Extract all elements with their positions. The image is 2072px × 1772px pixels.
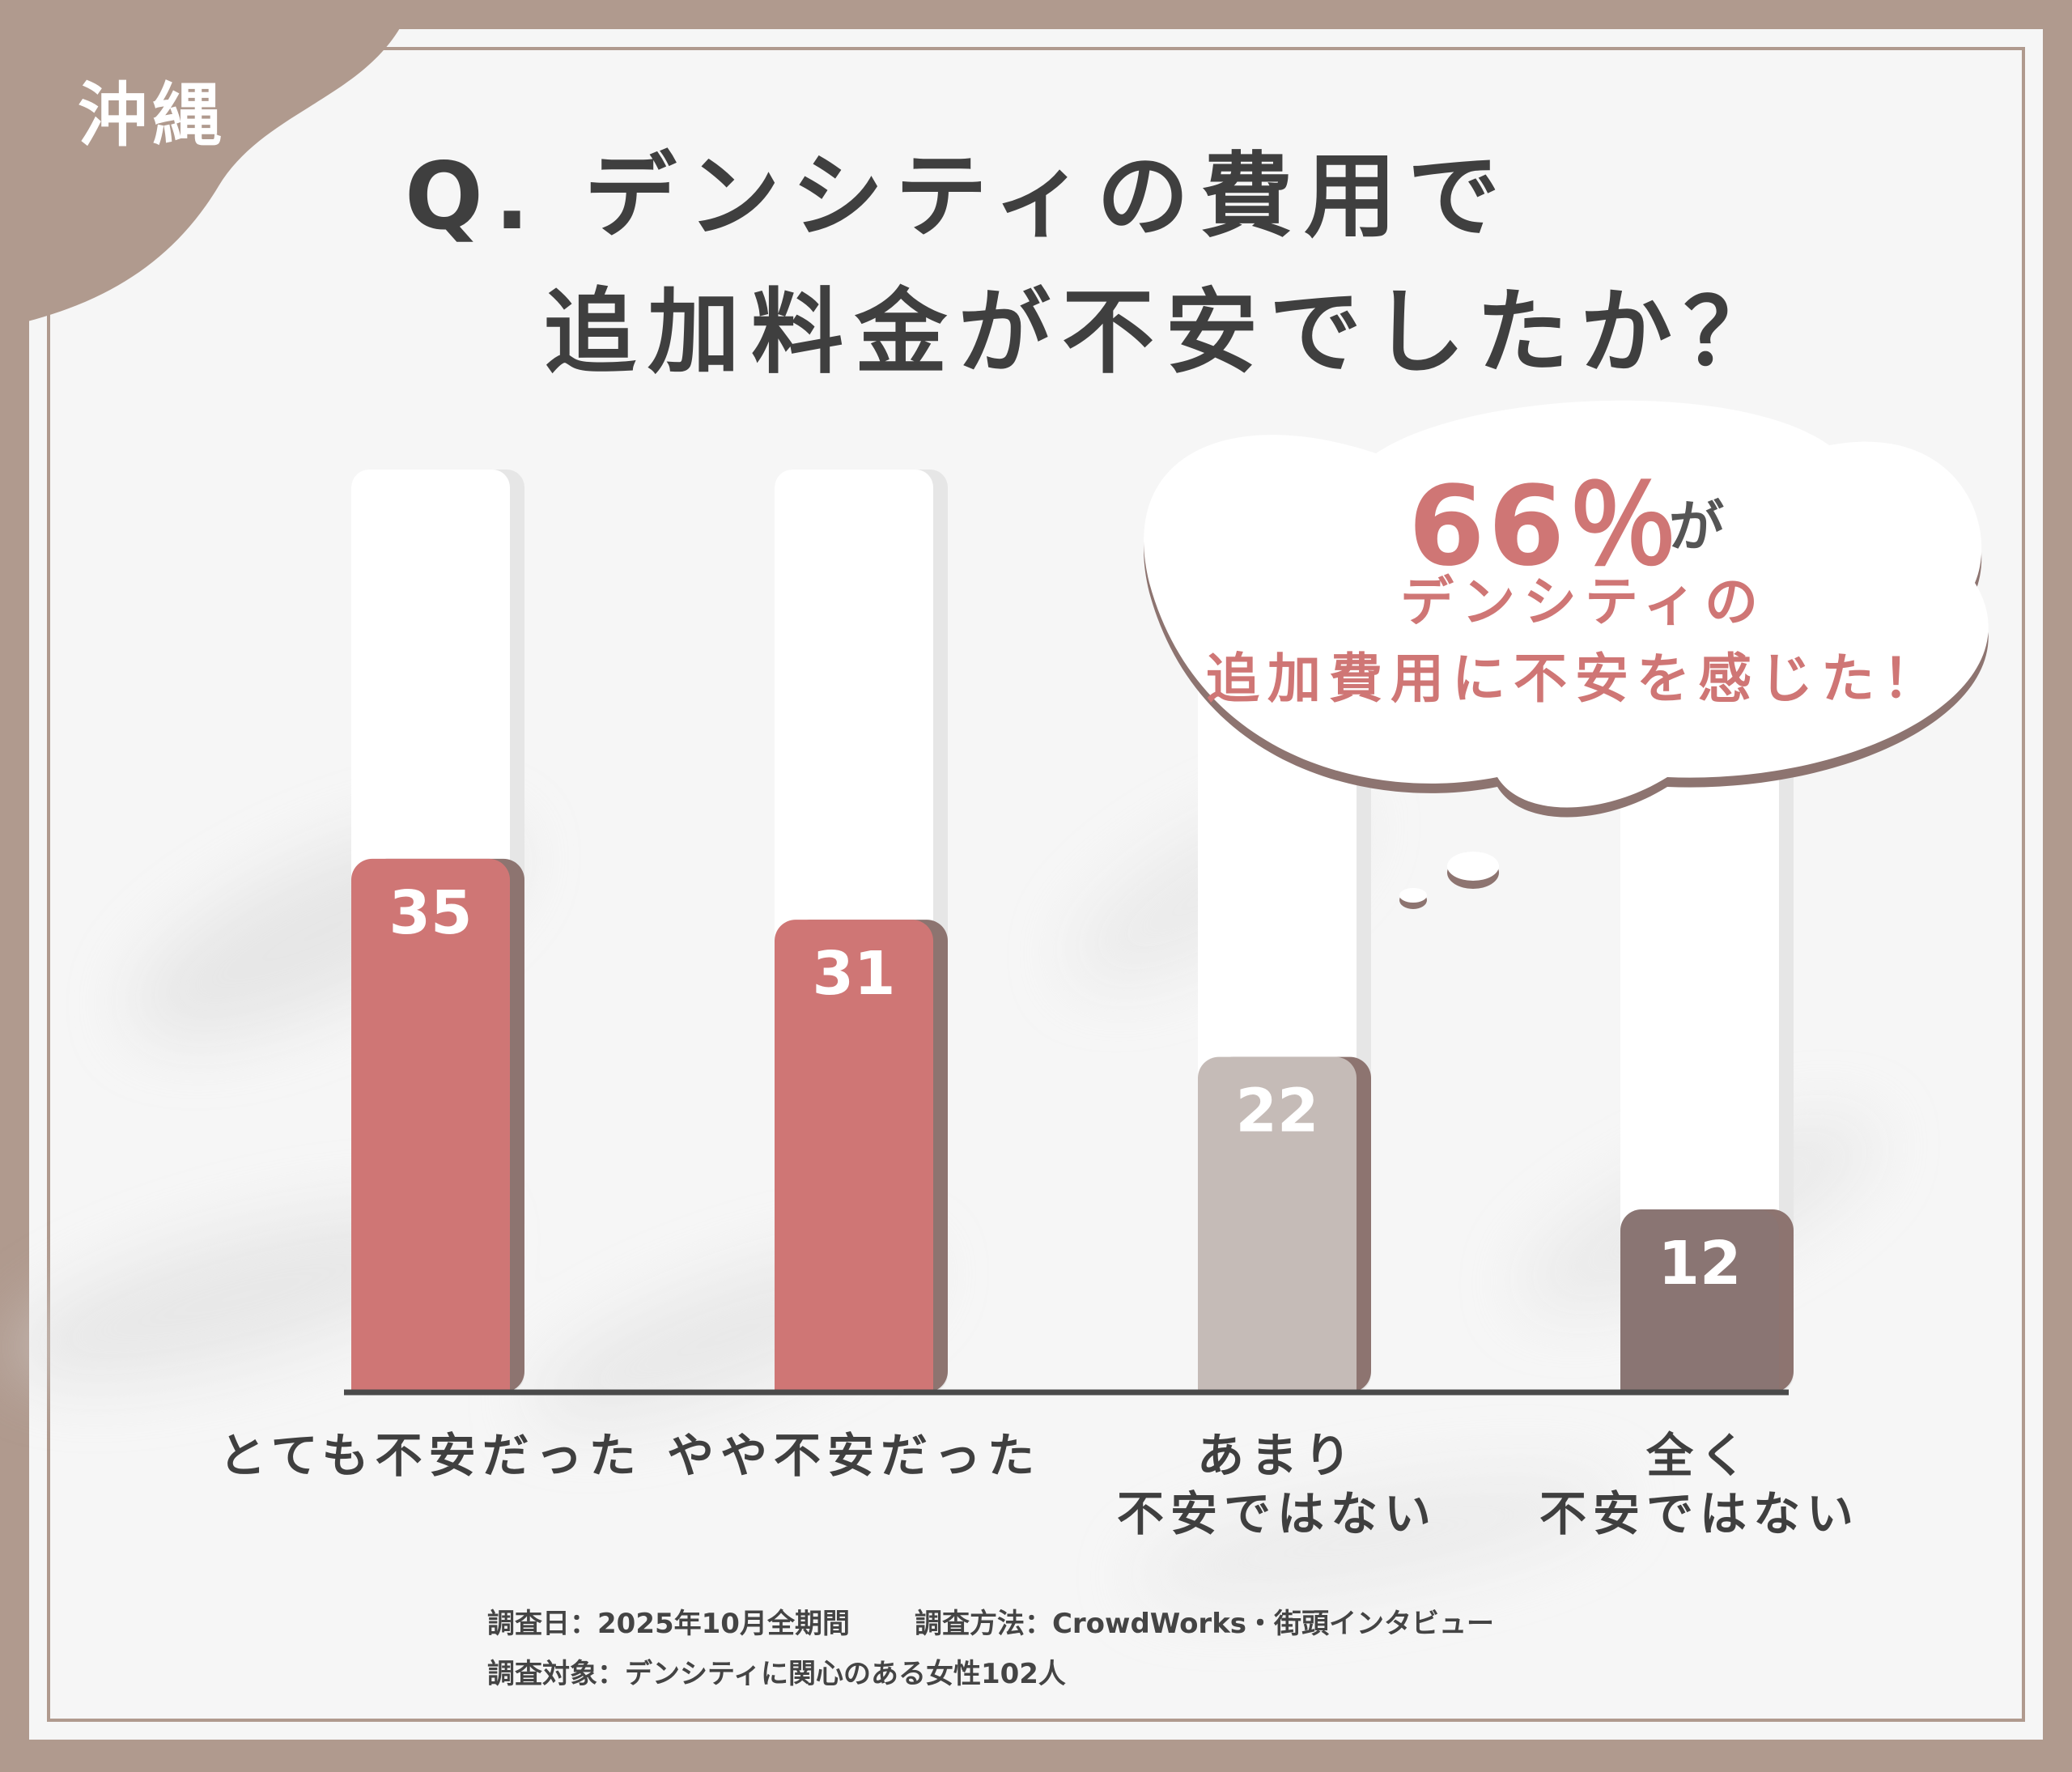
- x-tick-label-line: 不安ではない: [1539, 1486, 1860, 1541]
- region-label: 沖縄: [78, 75, 227, 156]
- x-tick-label-line: 不安ではない: [1116, 1486, 1437, 1541]
- x-tick-label: 全く 不安ではない: [1457, 1426, 1942, 1543]
- x-tick-label-line: とても不安だった: [219, 1428, 643, 1483]
- bar-value-label: 31: [813, 939, 896, 1009]
- x-tick-label: とても不安だった: [188, 1426, 673, 1485]
- inner-frame: [47, 47, 2025, 1722]
- bar: [1198, 1056, 1357, 1392]
- bar: [775, 920, 933, 1392]
- callout-percent: 66％: [1408, 463, 1682, 591]
- survey-method: 調査方法：CrowdWorks・街頭インタビュー: [914, 1608, 1495, 1640]
- footer-line-2: 調査対象：デンシティに関心のある女性102人: [487, 1651, 1066, 1691]
- thought-dot-small-fill: [1399, 888, 1427, 903]
- callout-bubble-body: [1144, 400, 1989, 808]
- x-tick-label: やや不安だった: [611, 1426, 1097, 1485]
- thought-dot-large-fill: [1447, 852, 1499, 881]
- x-tick-label: あまり 不安ではない: [1034, 1426, 1520, 1543]
- callout-bubble: [1144, 400, 1989, 909]
- callout-particle: が: [1669, 495, 1725, 559]
- x-tick-label-line: 全く: [1645, 1428, 1753, 1483]
- bar: [1620, 1209, 1779, 1392]
- footer-line-1: 調査日：2025年10月全期間 調査方法：CrowdWorks・街頭インタビュー: [487, 1601, 1494, 1641]
- survey-date: 調査日：2025年10月全期間: [487, 1608, 850, 1640]
- bar-value-label: 35: [389, 878, 473, 948]
- bar: [351, 858, 510, 1392]
- page-title-line-1: Q. デンシティの費用で: [405, 142, 1512, 250]
- bar-base: [351, 1368, 510, 1392]
- x-tick-label-line: あまり: [1196, 1428, 1357, 1483]
- bars: 35 31 22 12: [351, 858, 1794, 1392]
- region-corner-tab: [0, 0, 413, 328]
- bar-value-label: 22: [1236, 1077, 1319, 1146]
- bar-base: [1620, 1368, 1779, 1392]
- bar-base: [1198, 1368, 1357, 1392]
- x-tick-label-line: やや不安だった: [666, 1428, 1041, 1483]
- survey-subjects: 調査対象：デンシティに関心のある女性102人: [487, 1658, 1066, 1690]
- callout-line-1: デンシティの: [1400, 571, 1767, 633]
- page-title-line-2: 追加料金が不安でしたか？: [544, 278, 1788, 386]
- bar-base: [775, 1368, 933, 1392]
- callout-line-2: 追加費用に不安を感じた！: [1206, 648, 1944, 710]
- bar-value-label: 12: [1658, 1229, 1742, 1298]
